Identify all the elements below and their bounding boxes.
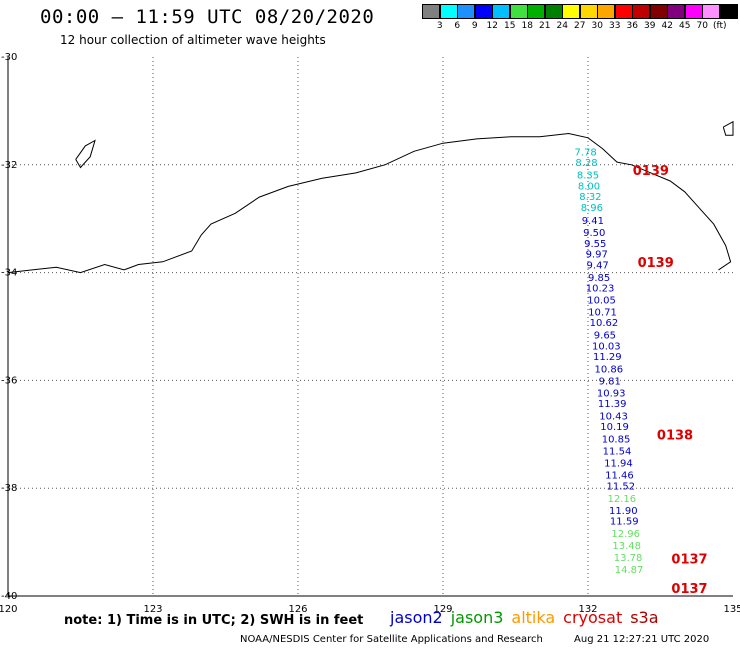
- swh-observation: 10.05: [587, 296, 616, 307]
- swh-observation: 11.90: [609, 506, 638, 517]
- swh-observation: 11.59: [610, 517, 639, 528]
- swh-observation: 10.62: [590, 318, 619, 329]
- swh-observation: 9.85: [588, 273, 610, 284]
- swh-observation: 10.86: [594, 365, 623, 376]
- mission-cryosat: cryosat: [563, 608, 623, 627]
- lat-tick-label: -38: [1, 483, 17, 494]
- swh-observation: 12.16: [608, 494, 637, 505]
- mission-legend: jason2 jason3 altika cryosat s3a: [390, 608, 667, 627]
- colorbar-label: (ft): [712, 21, 727, 31]
- mission-s3a: s3a: [630, 608, 659, 627]
- pass-time-label: 0137: [671, 552, 707, 567]
- lon-tick-label: 132: [578, 604, 597, 615]
- colorbar-swatch: [719, 4, 738, 19]
- lon-tick-label: 129: [433, 604, 452, 615]
- swh-observation: 11.52: [607, 482, 636, 493]
- map-title: 00:00 – 11:59 UTC 08/20/2020: [40, 6, 375, 28]
- colorbar-label: 9: [471, 21, 478, 31]
- colorbar-label: 21: [539, 21, 551, 31]
- colorbar-label: 27: [574, 21, 586, 31]
- swh-observation: 10.43: [599, 411, 628, 422]
- swh-observation: 9.50: [583, 228, 605, 239]
- swh-observation: 10.23: [586, 284, 615, 295]
- lat-tick-label: -36: [1, 375, 17, 386]
- pass-time-label: 0138: [657, 428, 693, 443]
- mission-jason3: jason3: [450, 608, 504, 627]
- island-outline: [722, 120, 734, 136]
- colorbar-label: 30: [591, 21, 603, 31]
- swh-observation: 7.78: [574, 147, 596, 158]
- swh-observation: 14.87: [615, 565, 644, 576]
- colorbar-label: 3: [436, 21, 443, 31]
- swh-observation: 13.78: [614, 553, 643, 564]
- coastline: [7, 132, 732, 274]
- lon-tick-label: 126: [288, 604, 307, 615]
- pass-time-label: 0139: [638, 256, 674, 271]
- swh-observation: 12.96: [611, 529, 640, 540]
- swh-observation: 9.41: [582, 216, 604, 227]
- mission-altika: altika: [511, 608, 556, 627]
- swh-observation: 10.93: [597, 388, 626, 399]
- swh-observation: 10.71: [588, 307, 617, 318]
- swh-observation: 11.54: [603, 446, 632, 457]
- lat-tick-label: -30: [1, 52, 17, 63]
- swh-observation: 9.97: [586, 250, 608, 261]
- mission-jason2: jason2: [390, 608, 443, 627]
- units-note: note: 1) Time is in UTC; 2) SWH is in fe…: [64, 613, 364, 628]
- swh-observation: 8.32: [579, 192, 601, 203]
- swh-observation: 9.81: [599, 376, 621, 387]
- lat-tick-label: -32: [1, 160, 17, 171]
- swh-observation: 8.96: [581, 203, 603, 214]
- swh-observation: 11.39: [598, 399, 627, 410]
- swh-observation: 11.46: [605, 471, 634, 482]
- swh-observation: 11.94: [604, 458, 633, 469]
- swh-observation: 13.48: [612, 541, 641, 552]
- swh-observation: 9.65: [594, 331, 616, 342]
- island-outline: [75, 139, 96, 169]
- colorbar-label: 36: [626, 21, 638, 31]
- swh-observation: 11.29: [593, 352, 622, 363]
- colorbar-label: 24: [556, 21, 568, 31]
- lon-tick-label: 135: [723, 604, 740, 615]
- colorbar-label: 42: [661, 21, 673, 31]
- lon-tick-label: 123: [143, 604, 162, 615]
- colorbar-label: 12: [486, 21, 498, 31]
- swh-observation: 8.35: [577, 171, 599, 182]
- lat-tick-label: -34: [1, 268, 17, 279]
- colorbar-label: 33: [609, 21, 621, 31]
- swh-observation: 8.00: [578, 181, 600, 192]
- swh-observation: 9.47: [587, 261, 609, 272]
- swh-observation: 9.55: [584, 239, 606, 250]
- lat-tick-label: -40: [1, 591, 17, 602]
- footer-credit: NOAA/NESDIS Center for Satellite Applica…: [240, 634, 543, 645]
- colorbar-label: 18: [521, 21, 533, 31]
- lon-tick-label: 120: [0, 604, 18, 615]
- swh-observation: 10.19: [600, 422, 629, 433]
- map-subtitle: 12 hour collection of altimeter wave hei…: [60, 33, 326, 47]
- colorbar-label: 70: [696, 21, 708, 31]
- colorbar-label: 39: [644, 21, 656, 31]
- colorbar-label: 15: [504, 21, 516, 31]
- footer: NOAA/NESDIS Center for Satellite Applica…: [240, 634, 709, 645]
- colorbar-label: 45: [679, 21, 691, 31]
- swh-observation: 10.03: [592, 341, 621, 352]
- swh-observation: 10.85: [602, 435, 631, 446]
- swh-observation: 8.28: [575, 158, 597, 169]
- footer-timestamp: Aug 21 12:27:21 UTC 2020: [574, 634, 710, 645]
- pass-time-label: 0139: [633, 164, 669, 179]
- pass-time-label: 0137: [671, 582, 707, 597]
- colorbar-label: 6: [454, 21, 461, 31]
